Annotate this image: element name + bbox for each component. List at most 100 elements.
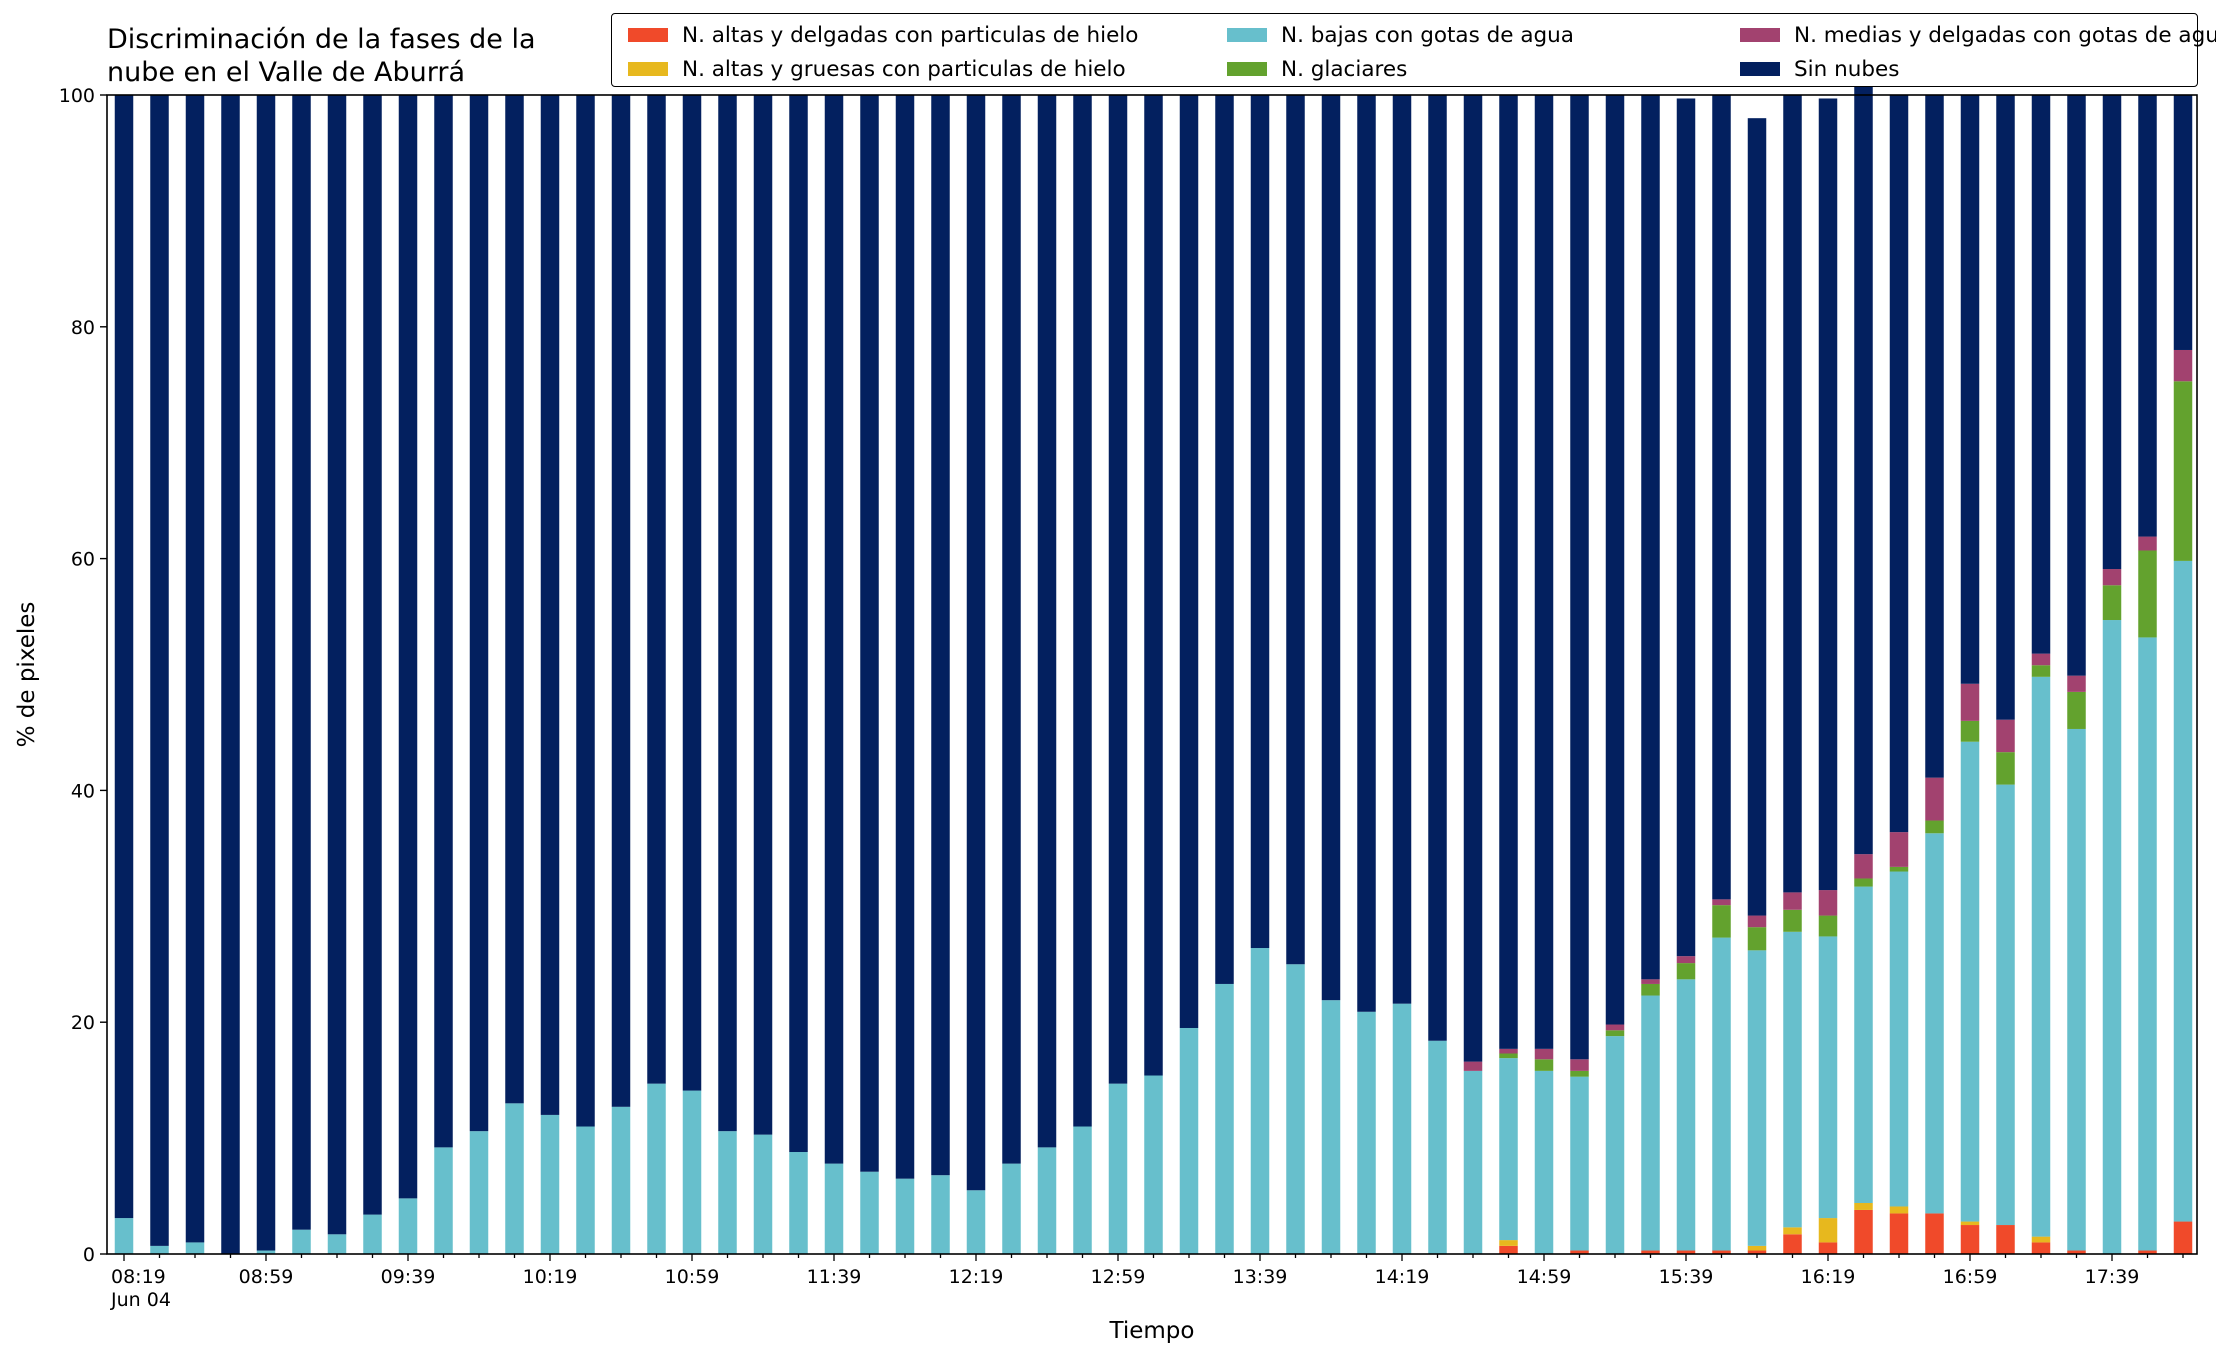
bar-segment-2-18: [753, 1134, 773, 1254]
bar-segment-5-3: [221, 95, 240, 1254]
bar-segment-4-45: [1712, 899, 1731, 906]
bar-segment-5-49: [1854, 48, 1873, 855]
bar-segment-1-46: [1747, 1245, 1767, 1251]
bar-segment-4-46: [1747, 915, 1767, 928]
bar-segment-3-47: [1783, 909, 1802, 932]
bar-segment-0-52: [1960, 1225, 1980, 1254]
bar-segment-0-39: [1499, 1245, 1518, 1254]
bar-segment-2-52: [1960, 741, 1980, 1222]
bar-segment-2-54: [2031, 676, 2051, 1237]
bar-segment-0-54: [2031, 1242, 2051, 1254]
bar-segment-0-45: [1712, 1250, 1731, 1254]
bar-segment-5-37: [1428, 95, 1447, 1041]
bar-segment-2-34: [1321, 1000, 1341, 1254]
bar-segment-5-39: [1499, 95, 1518, 1049]
bar-segment-2-16: [682, 1090, 702, 1254]
bar-segment-2-5: [292, 1229, 311, 1254]
bar-segment-5-53: [1996, 95, 2015, 720]
x-tick-label-11: 15:39: [1659, 1266, 1714, 1288]
bar-segment-5-1: [150, 95, 169, 1246]
bars-group: [114, 48, 2193, 1254]
bar-segment-3-41: [1570, 1070, 1589, 1077]
bar-segment-0-50: [1889, 1213, 1909, 1254]
x-tick-label-6: 12:19: [949, 1266, 1004, 1288]
bar-segment-5-7: [363, 95, 382, 1215]
bar-segment-5-21: [860, 95, 879, 1172]
bar-segment-4-55: [2067, 675, 2086, 692]
bar-segment-3-54: [2031, 665, 2051, 677]
bar-segment-2-23: [931, 1175, 950, 1254]
bar-segment-2-41: [1570, 1076, 1589, 1251]
bar-segment-2-1: [150, 1245, 169, 1254]
bar-segment-5-32: [1250, 95, 1270, 949]
x-tick-label-8: 13:39: [1233, 1266, 1288, 1288]
legend-label-0: N. altas y delgadas con particulas de hi…: [682, 22, 1139, 48]
bar-segment-2-17: [718, 1131, 737, 1254]
bar-segment-5-51: [1925, 95, 1944, 778]
bar-segment-0-46: [1747, 1250, 1767, 1254]
bar-segment-1-48: [1818, 1218, 1838, 1243]
bar-segment-3-39: [1499, 1053, 1518, 1059]
bar-segment-5-8: [398, 95, 418, 1199]
bar-segment-5-47: [1783, 95, 1802, 893]
bar-segment-3-42: [1605, 1030, 1625, 1037]
chart-title-line-1: Discriminación de la fases de la: [107, 24, 536, 55]
bar-segment-0-41: [1570, 1250, 1589, 1254]
bar-segment-5-13: [576, 95, 595, 1127]
bar-segment-5-27: [1073, 95, 1092, 1127]
x-tick-label-7: 12:59: [1091, 1266, 1146, 1288]
bar-segment-2-39: [1499, 1058, 1518, 1241]
bar-segment-2-30: [1179, 1027, 1199, 1254]
bar-segment-5-17: [718, 95, 737, 1132]
bar-segment-4-51: [1925, 777, 1944, 821]
bar-segment-2-37: [1428, 1040, 1447, 1254]
bar-segment-5-6: [327, 95, 347, 1235]
legend-swatch-2: [1227, 28, 1267, 42]
bar-segment-5-36: [1392, 95, 1412, 1004]
bar-segment-1-39: [1499, 1240, 1518, 1246]
bar-segment-0-49: [1854, 1209, 1873, 1254]
y-tick-label-1: 20: [71, 1012, 95, 1034]
bar-segment-3-46: [1747, 927, 1767, 951]
bar-segment-5-52: [1960, 95, 1980, 684]
legend-label-5: Sin nubes: [1794, 56, 1900, 82]
x-tick-label-10: 14:59: [1517, 1266, 1572, 1288]
bar-segment-2-45: [1712, 937, 1731, 1251]
legend-item-4: N. medias y delgadas con gotas de agua: [1740, 20, 2216, 50]
bar-segment-1-50: [1889, 1206, 1909, 1214]
bar-segment-3-57: [2138, 550, 2157, 638]
bar-segment-2-25: [1002, 1163, 1021, 1254]
y-tick-label-3: 60: [71, 549, 95, 571]
bar-segment-2-26: [1037, 1147, 1057, 1254]
x-axis-label: Tiempo: [1109, 1318, 1195, 1344]
legend-label-2: N. bajas con gotas de agua: [1281, 22, 1574, 48]
x-tick-label-5: 11:39: [807, 1266, 862, 1288]
x-tick-label-0-0: 08:19: [111, 1266, 166, 1288]
bar-segment-5-44: [1676, 98, 1696, 957]
bar-segment-5-55: [2067, 95, 2086, 676]
x-tick-label-12: 16:19: [1801, 1266, 1856, 1288]
bar-segment-4-57: [2138, 536, 2157, 551]
bar-segment-5-2: [185, 95, 205, 1243]
bar-segment-5-43: [1641, 95, 1660, 980]
bar-segment-4-38: [1463, 1061, 1483, 1071]
bar-segment-5-56: [2102, 95, 2122, 570]
bar-segment-0-57: [2138, 1250, 2157, 1254]
bar-segment-2-55: [2067, 728, 2086, 1251]
bar-segment-0-43: [1641, 1250, 1660, 1254]
bar-segment-4-56: [2102, 569, 2122, 586]
bar-segment-2-14: [611, 1106, 631, 1254]
bar-segment-5-9: [434, 95, 453, 1148]
bar-segment-4-47: [1783, 892, 1802, 910]
bar-segment-2-29: [1144, 1075, 1163, 1254]
x-tick-label-2: 09:39: [381, 1266, 436, 1288]
legend-item-1: N. altas y gruesas con particulas de hie…: [628, 54, 1126, 84]
bar-segment-5-12: [540, 95, 560, 1115]
bar-segment-3-52: [1960, 720, 1980, 742]
bar-segment-3-56: [2102, 585, 2122, 621]
bar-segment-4-53: [1996, 719, 2015, 753]
bar-segment-2-42: [1605, 1036, 1625, 1254]
bar-segment-4-48: [1818, 890, 1838, 916]
